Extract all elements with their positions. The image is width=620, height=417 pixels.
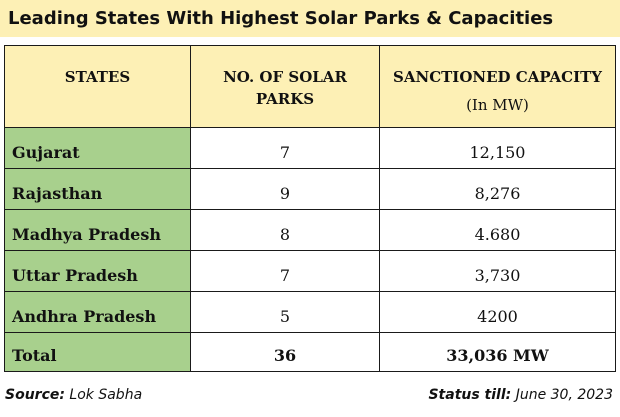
total-capacity: 33,036 MW: [379, 332, 616, 372]
total-row: Total 36 33,036 MW: [4, 332, 616, 372]
capacity-cell: 12,150: [379, 127, 616, 169]
parks-cell: 5: [190, 291, 380, 333]
state-cell: Andhra Pradesh: [4, 291, 191, 333]
status-value: June 30, 2023: [515, 387, 613, 403]
capacity-cell: 4200: [379, 291, 616, 333]
table-header-row: STATES NO. OF SOLAR PARKS SANCTIONED CAP…: [4, 45, 616, 128]
state-cell: Madhya Pradesh: [4, 209, 191, 251]
parks-cell: 7: [190, 250, 380, 292]
table-row: Andhra Pradesh 5 4200: [4, 291, 616, 333]
state-cell: Uttar Pradesh: [4, 250, 191, 292]
capacity-cell: 3,730: [379, 250, 616, 292]
state-cell: Rajasthan: [4, 168, 191, 210]
header-solar-parks: NO. OF SOLAR PARKS: [190, 45, 380, 128]
table-row: Gujarat 7 12,150: [4, 127, 616, 169]
footer: Source: Lok Sabha Status till: June 30, …: [0, 385, 620, 407]
header-states: STATES: [4, 45, 191, 128]
total-label: Total: [4, 332, 191, 372]
source-label: Source:: [5, 387, 65, 403]
table-row: Madhya Pradesh 8 4.680: [4, 209, 616, 251]
source-value: Lok Sabha: [69, 387, 143, 403]
parks-cell: 9: [190, 168, 380, 210]
total-parks: 36: [190, 332, 380, 372]
status-note: Status till: June 30, 2023: [428, 387, 613, 403]
state-cell: Gujarat: [4, 127, 191, 169]
parks-cell: 8: [190, 209, 380, 251]
page-title: Leading States With Highest Solar Parks …: [0, 0, 620, 37]
capacity-cell: 4.680: [379, 209, 616, 251]
solar-parks-table: STATES NO. OF SOLAR PARKS SANCTIONED CAP…: [4, 45, 616, 372]
header-capacity: SANCTIONED CAPACITY (In MW): [379, 45, 616, 128]
source-note: Source: Lok Sabha: [5, 387, 142, 403]
table-row: Rajasthan 9 8,276: [4, 168, 616, 210]
table-row: Uttar Pradesh 7 3,730: [4, 250, 616, 292]
capacity-cell: 8,276: [379, 168, 616, 210]
capacity-unit: (In MW): [466, 96, 529, 114]
status-label: Status till:: [428, 387, 512, 403]
parks-cell: 7: [190, 127, 380, 169]
